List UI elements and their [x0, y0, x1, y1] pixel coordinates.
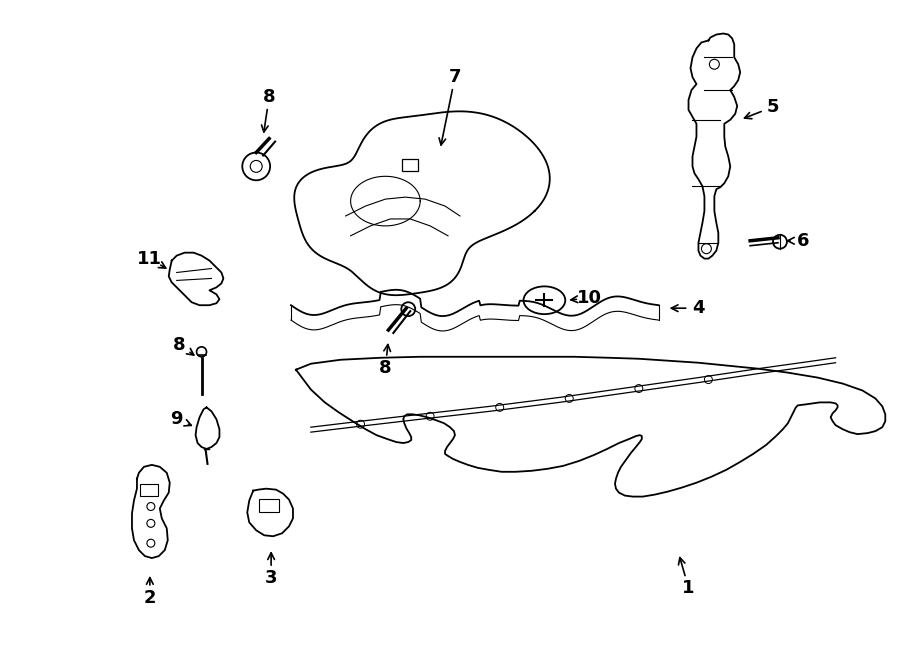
Text: 1: 1 [682, 579, 695, 597]
Text: 8: 8 [263, 88, 275, 106]
Text: 2: 2 [144, 589, 156, 607]
Text: 5: 5 [767, 98, 779, 116]
Text: 11: 11 [138, 250, 162, 268]
Text: 9: 9 [170, 410, 183, 428]
Text: 4: 4 [692, 299, 705, 317]
Text: 10: 10 [577, 290, 601, 307]
Bar [259, 498, 279, 512]
Bar [402, 159, 418, 171]
Text: 8: 8 [174, 336, 186, 354]
Bar [140, 484, 158, 496]
Text: 7: 7 [449, 68, 461, 86]
Text: 3: 3 [265, 569, 277, 587]
Text: 8: 8 [379, 359, 392, 377]
Text: 6: 6 [796, 232, 809, 250]
